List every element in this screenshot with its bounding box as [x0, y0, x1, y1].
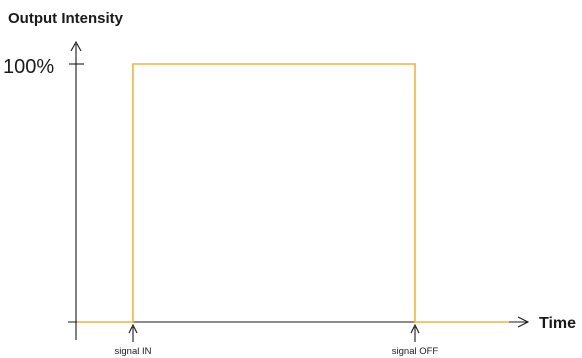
y-axis-label: Output Intensity [8, 10, 124, 27]
signal-off-arrow-icon [410, 323, 420, 342]
y-tick-label-100: 100% [3, 56, 54, 78]
annotation-signal-off: signal OFF [392, 346, 439, 357]
x-axis-label: Time [539, 315, 576, 332]
series-output-intensity-line [77, 63, 509, 323]
x-axis-arrow-icon [517, 316, 530, 328]
signal-in-arrow-icon [128, 323, 138, 342]
y-axis-arrow-icon [70, 40, 82, 52]
annotation-signal-in: signal IN [115, 346, 152, 357]
